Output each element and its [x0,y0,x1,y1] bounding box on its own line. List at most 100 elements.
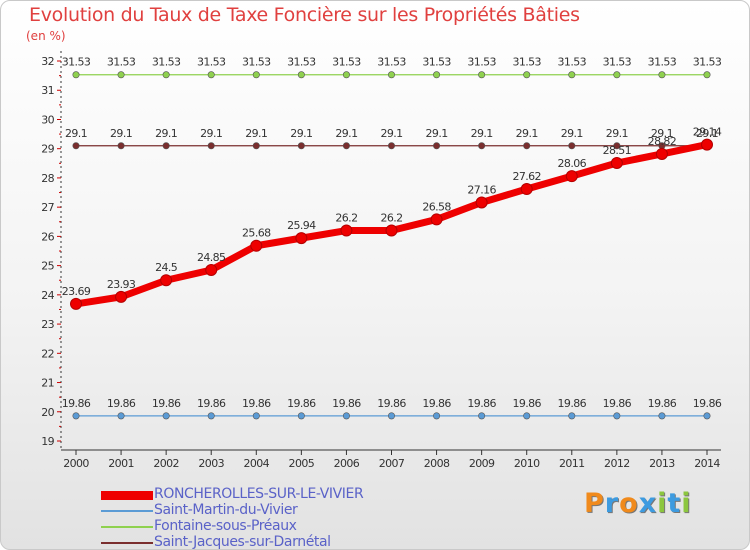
data-point [117,142,125,150]
data-label: 19.86 [603,397,632,410]
logo-letter: i [657,488,668,519]
data-point [342,71,350,79]
proxiti-logo: Proxiti [584,488,692,519]
legend-label: Saint-Martin-du-Vivier [154,502,298,518]
data-label: 29.1 [155,127,177,140]
legend-item: Saint-Martin-du-Vivier [101,502,401,519]
data-label: 19.86 [152,397,181,410]
data-label: 24.5 [155,261,178,274]
data-point [387,412,395,420]
data-point [72,71,80,79]
data-label: 19.86 [422,397,451,410]
data-label: 19.86 [242,397,271,410]
data-point [565,170,578,183]
data-point [523,142,531,150]
data-point [117,71,125,79]
data-label: 29.1 [335,127,357,140]
data-label: 23.93 [107,278,136,291]
x-tick-label: 2010 [514,457,540,470]
data-label: 29.1 [65,127,87,140]
data-label: 26.58 [422,200,451,213]
legend-item: RONCHEROLLES-SUR-LE-VIVIER [101,486,401,503]
data-point [703,71,711,79]
data-point [207,142,215,150]
data-label: 29.1 [696,127,718,140]
logo-letter: P [584,488,605,519]
data-point [342,142,350,150]
data-label: 24.85 [197,251,226,264]
data-point [658,412,666,420]
data-label: 29.1 [200,127,222,140]
data-label: 31.53 [377,56,406,69]
logo-letter: o [619,488,639,519]
data-label: 31.53 [693,56,722,69]
data-label: 19.86 [332,397,361,410]
legend-swatch [101,526,153,528]
data-label: 29.1 [110,127,132,140]
y-tick-label: 19 [41,435,54,448]
data-label: 29.1 [606,127,628,140]
data-point [701,138,713,151]
data-point [385,224,398,237]
data-point [205,264,218,276]
data-point [297,412,305,420]
data-label: 29.1 [245,127,267,140]
data-label: 26.2 [380,212,402,225]
logo-letter: x [638,488,658,519]
x-tick-label: 2012 [604,457,630,470]
data-point [655,147,668,160]
data-label: 29.1 [516,127,538,140]
data-point [117,412,125,420]
data-label: 19.86 [287,397,316,410]
data-point [523,71,531,79]
x-tick-label: 2008 [424,457,450,470]
data-point [207,412,215,420]
data-label: 19.86 [558,397,587,410]
data-point [475,196,488,209]
data-label: 31.53 [107,56,136,69]
legend-label: Fontaine-sous-Préaux [154,518,297,534]
legend-item: Saint-Jacques-sur-Darnétal [101,534,401,549]
data-label: 19.86 [197,397,226,410]
x-tick-label: 2004 [243,457,269,470]
data-label: 31.53 [603,56,632,69]
data-label: 28.82 [648,135,677,148]
data-point [610,157,623,170]
data-label: 29.14 [693,126,722,139]
data-label: 31.53 [287,56,316,69]
x-tick-label: 2003 [198,457,224,470]
logo-letter: i [681,488,692,519]
data-point [520,183,533,196]
data-point [433,142,441,150]
data-label: 28.06 [558,157,587,170]
data-label: 28.51 [603,144,632,157]
legend-swatch [101,542,153,544]
data-point [613,412,621,420]
y-tick-label: 32 [41,55,54,68]
y-tick-label: 22 [41,347,54,360]
y-tick-label: 24 [41,289,54,302]
data-point [72,412,80,420]
data-label: 26.2 [335,212,357,225]
data-point [478,71,486,79]
data-label: 19.86 [62,397,91,410]
data-point [252,142,260,150]
data-point [613,142,621,150]
x-tick-label: 2007 [379,457,405,470]
data-point [252,412,260,420]
data-point [340,224,353,237]
data-label: 19.86 [512,397,541,410]
data-label: 31.53 [152,56,181,69]
y-axis-unit: (en %) [26,29,66,43]
legend-label: RONCHEROLLES-SUR-LE-VIVIER [154,486,364,502]
legend-item: Fontaine-sous-Préaux [101,518,401,535]
data-label: 19.86 [467,397,496,410]
data-label: 27.16 [467,183,496,196]
data-point [70,297,82,310]
data-point [568,71,576,79]
data-point [478,412,486,420]
data-point [430,213,443,226]
data-label: 25.68 [242,227,271,240]
